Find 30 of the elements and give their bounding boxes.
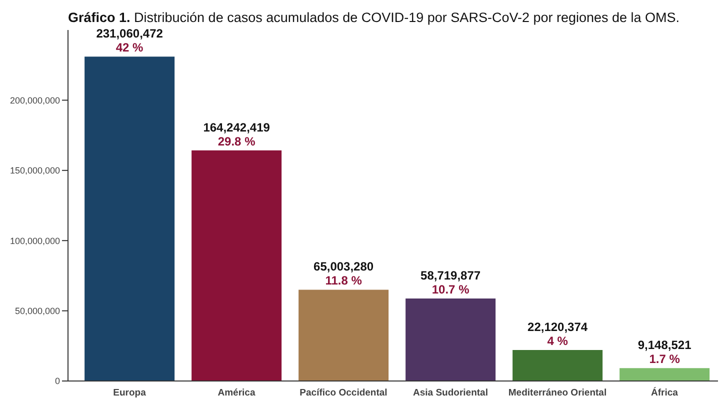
annotation: 10.7 % [432,282,470,297]
bar [298,290,389,381]
y-tick-label: 200,000,000 [10,95,60,106]
bar [192,150,282,381]
x-tick-label: Pacífico Occidental [300,388,388,399]
bar [512,350,603,381]
data-label: 58,719,877 [420,268,481,283]
x-tick-label: Asia Sudoriental [413,388,488,399]
annotation: 1.7 % [649,352,680,366]
data-label: 9,148,521 [638,338,692,352]
data-label: 164,242,419 [203,120,270,134]
annotation: 4 % [547,334,568,348]
y-tick-label: 50,000,000 [14,306,60,316]
y-tick-label: 0 [54,376,60,386]
data-label: 231,060,472 [96,26,164,41]
x-tick-label: Europa [113,388,147,399]
x-tick-label: Mediterráneo Oriental [508,388,607,399]
annotation: 42 % [116,40,144,55]
data-label: 65,003,280 [314,260,374,274]
x-tick-label: África [651,386,679,399]
y-tick-label: 150,000,000 [10,166,60,176]
bar [406,298,496,381]
y-tick-label: 100,000,000 [10,236,60,246]
annotation: 11.8 % [325,274,362,288]
data-label: 22,120,374 [528,320,588,334]
annotation: 29.8 % [218,134,256,148]
x-tick-label: América [218,388,256,399]
chart-title: Gráfico 1. Distribución de casos acumulados de COVID-19 por SARS-CoV-2 por regiones de la OMS. [68,10,680,25]
bar [84,56,175,381]
bar [620,368,710,381]
